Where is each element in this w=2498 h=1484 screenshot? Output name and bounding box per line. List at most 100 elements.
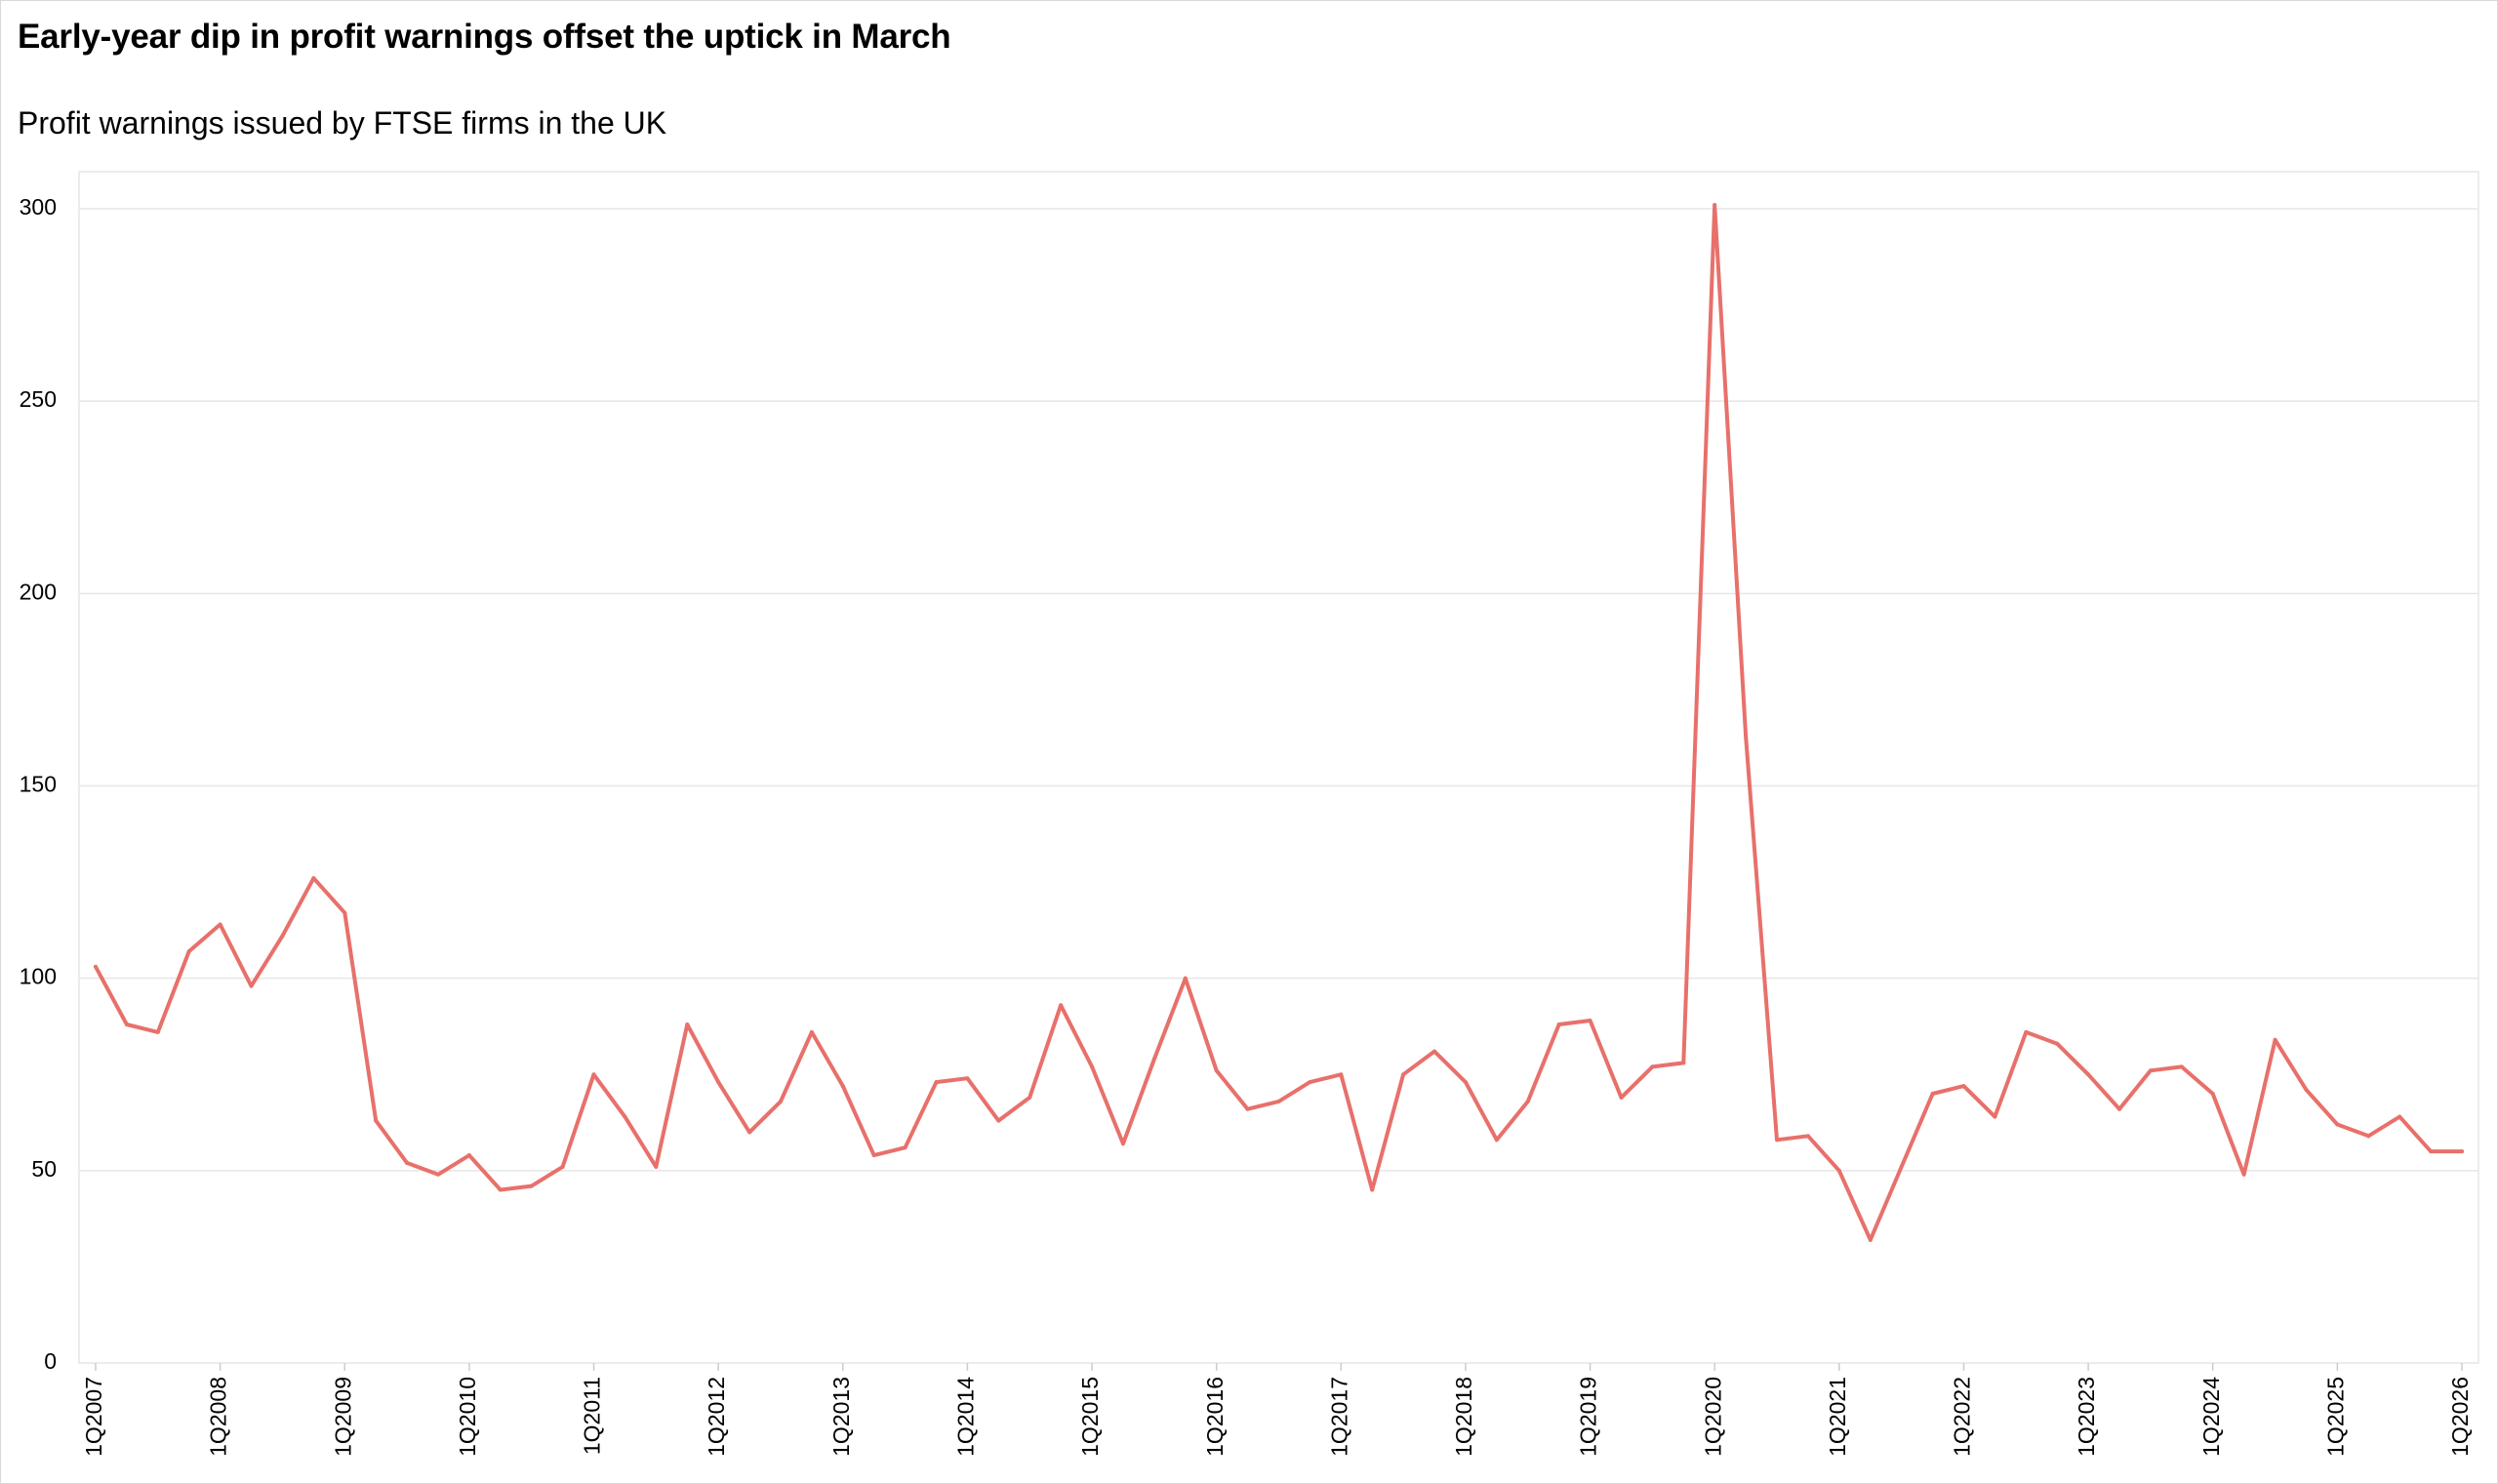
data-point — [1183, 976, 1188, 981]
x-tick-label: 1Q2020 — [1700, 1377, 1725, 1457]
data-point — [809, 1029, 814, 1034]
data-point — [1308, 1080, 1312, 1085]
data-points — [94, 203, 2464, 1242]
series-line — [94, 203, 2464, 1242]
x-tick-label: 1Q2013 — [828, 1377, 854, 1457]
data-point — [1339, 1072, 1344, 1077]
data-point — [2024, 1029, 2029, 1034]
data-point — [1276, 1099, 1281, 1103]
data-point — [1401, 1072, 1406, 1077]
data-point — [654, 1164, 659, 1169]
y-tick-label: 200 — [20, 579, 57, 604]
x-tick-label: 1Q2018 — [1451, 1377, 1476, 1457]
x-tick-label: 1Q2014 — [952, 1377, 978, 1457]
data-point — [747, 1130, 752, 1135]
data-point — [934, 1080, 939, 1085]
data-point — [716, 1080, 721, 1085]
data-point — [1868, 1237, 1873, 1242]
data-point — [1961, 1084, 1966, 1089]
data-point — [2055, 1041, 2060, 1046]
x-tick-label: 1Q2023 — [2074, 1377, 2099, 1457]
data-point — [840, 1084, 845, 1089]
data-point — [871, 1153, 876, 1158]
data-point — [1463, 1080, 1468, 1085]
data-point — [2366, 1134, 2371, 1139]
x-tick-label: 1Q2012 — [704, 1377, 729, 1457]
data-point — [1525, 1099, 1530, 1103]
data-point — [1120, 1142, 1125, 1146]
data-point — [1059, 1003, 1064, 1008]
data-point — [124, 1022, 129, 1026]
data-point — [1805, 1134, 1810, 1139]
x-tick-label: 1Q2010 — [455, 1377, 480, 1457]
data-point — [1744, 734, 1749, 739]
data-point — [2429, 1149, 2434, 1154]
data-point — [186, 949, 191, 954]
chart-subtitle: Profit warnings issued by FTSE firms in … — [18, 105, 667, 140]
data-point — [2179, 1064, 2184, 1069]
x-tick-label: 1Q2008 — [206, 1377, 231, 1457]
data-point — [1836, 1168, 1841, 1173]
y-tick-label: 300 — [20, 194, 57, 220]
x-tick-label: 1Q2017 — [1326, 1377, 1351, 1457]
data-point — [2086, 1072, 2091, 1077]
y-tick-label: 150 — [20, 772, 57, 797]
data-point — [1432, 1049, 1437, 1054]
data-point — [435, 1172, 440, 1177]
data-point — [1712, 203, 1717, 208]
data-point — [218, 922, 222, 927]
data-point — [1650, 1064, 1655, 1069]
data-point — [1214, 1068, 1219, 1073]
gridlines — [79, 208, 2478, 1172]
data-point — [249, 983, 254, 988]
data-point — [1899, 1164, 1904, 1169]
x-tick-label: 1Q2011 — [580, 1377, 605, 1455]
data-point — [2304, 1088, 2309, 1093]
data-point — [623, 1114, 627, 1119]
x-tick-label: 1Q2021 — [1825, 1377, 1850, 1457]
data-point — [2241, 1172, 2246, 1177]
x-tick-label: 1Q2026 — [2447, 1377, 2473, 1457]
data-point — [2335, 1122, 2340, 1127]
x-tick-label: 1Q2025 — [2322, 1377, 2348, 1457]
data-point — [2397, 1114, 2402, 1119]
data-point — [1993, 1114, 1997, 1119]
data-point — [965, 1076, 970, 1081]
data-point — [778, 1099, 783, 1103]
y-tick-label: 0 — [44, 1348, 57, 1374]
y-tick-label: 50 — [31, 1156, 57, 1182]
data-point — [311, 876, 316, 881]
data-point — [280, 934, 285, 939]
data-point — [1245, 1106, 1250, 1111]
data-point — [1494, 1138, 1499, 1143]
x-tick-label: 1Q2019 — [1576, 1377, 1601, 1457]
data-point — [1027, 1095, 1032, 1100]
y-tick-label: 100 — [20, 964, 57, 989]
data-point — [903, 1145, 907, 1150]
x-tick-label: 1Q2024 — [2198, 1377, 2224, 1457]
data-point — [466, 1153, 471, 1158]
y-tick-label: 250 — [20, 386, 57, 412]
data-point — [342, 910, 347, 915]
data-point — [1681, 1061, 1686, 1065]
data-point — [1151, 1057, 1156, 1062]
data-point — [996, 1118, 1001, 1123]
data-point — [2460, 1149, 2464, 1154]
x-tick-label: 1Q2007 — [81, 1377, 106, 1457]
x-axis-ticks: 1Q2007 1Q2008 1Q2009 1Q2010 1Q2011 1Q2012 1Q20… — [81, 1363, 2473, 1457]
data-point — [1556, 1022, 1561, 1026]
data-point — [1370, 1187, 1375, 1192]
chart-title: Early-year dip in profit warnings offset… — [18, 18, 951, 56]
data-point — [374, 1118, 379, 1123]
data-point — [2273, 1037, 2277, 1042]
data-point — [498, 1187, 503, 1192]
data-point — [2117, 1106, 2122, 1111]
x-tick-label: 1Q2016 — [1202, 1377, 1228, 1457]
data-point — [529, 1183, 534, 1188]
data-point — [2148, 1068, 2153, 1073]
x-tick-label: 1Q2022 — [1950, 1377, 1975, 1457]
data-point — [1930, 1091, 1935, 1096]
x-tick-label: 1Q2009 — [330, 1377, 355, 1457]
y-axis-ticks: 0 50 100 150 200 250 300 — [20, 194, 57, 1374]
